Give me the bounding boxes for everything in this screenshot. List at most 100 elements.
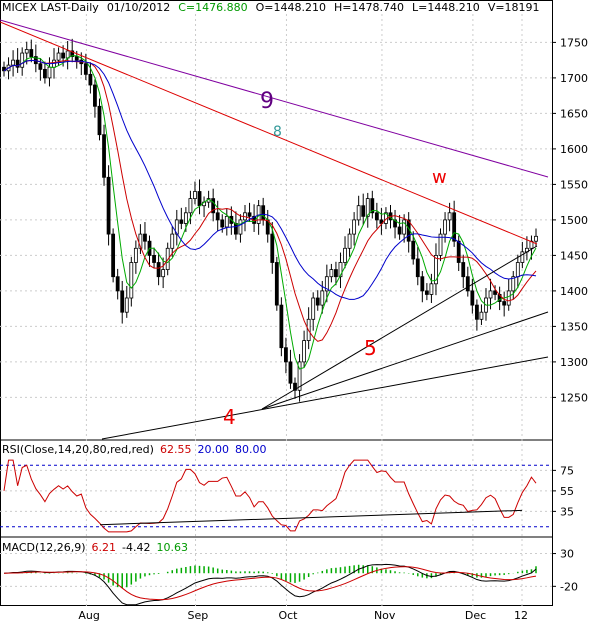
rsi-high-level: 80.00 [234, 443, 267, 456]
price-candle-body [161, 269, 166, 278]
price-candle-body [506, 290, 511, 306]
price-candle-body [88, 73, 93, 86]
price-candle-body [261, 205, 266, 221]
trendline-purple [0, 19, 549, 178]
trendline-fan-1 [261, 311, 549, 410]
price-candle-body [24, 49, 29, 54]
price-candle-body [297, 361, 302, 391]
price-header: MICEX LAST-Daily 01/10/2012 C=1476.880 O=14… [2, 1, 548, 14]
wave-label: 4 [223, 405, 236, 429]
price-candle-body [83, 63, 88, 75]
price-candle-body [511, 276, 516, 292]
price-tick-label: 1300 [560, 356, 588, 369]
x-tick-label: Sep [188, 609, 209, 622]
price-candle-body [465, 276, 470, 292]
price-candle-body [415, 258, 420, 278]
price-candle-body [179, 219, 184, 224]
price-candle-body [534, 235, 538, 242]
price-tick-label: 1400 [560, 285, 588, 298]
price-candle-body [106, 176, 111, 235]
price-candle-body [347, 233, 352, 249]
macd-tick-label: -20 [560, 580, 578, 593]
price-candle-body [102, 134, 106, 178]
price-candle-body [238, 219, 243, 235]
price-candle-body [288, 361, 293, 384]
macd-header: MACD(12,26,9) 6.21 -4.42 10.63 [2, 541, 194, 554]
macd-label: MACD(12,26,9) [2, 541, 86, 554]
price-candle-body [193, 191, 197, 199]
rsi-low-level: 20.00 [197, 443, 229, 456]
macd-signal-value: -4.42 [122, 541, 151, 554]
price-candle-body [474, 304, 479, 320]
ma-mid-line [3, 59, 537, 342]
price-candle-body [29, 49, 34, 57]
price-candle-body [197, 191, 202, 207]
price-candle-body [170, 233, 175, 249]
price-candle-body [424, 290, 429, 295]
price-candle-body [361, 205, 366, 217]
price-candle-body [183, 212, 188, 224]
price-candle-body [97, 105, 102, 136]
plot-frame [0, 0, 553, 606]
price-candle-body [302, 340, 307, 363]
price-candle-body [334, 269, 338, 278]
price-tick-label: 1550 [560, 178, 588, 191]
rsi-line [3, 459, 537, 533]
price-tick-label: 1650 [560, 107, 588, 120]
price-candle-body [156, 262, 161, 278]
price-tick-label: 1600 [560, 143, 588, 156]
price-candle-body [43, 68, 47, 79]
price-candle-body [365, 198, 370, 217]
date-label: 01/10/2012 [106, 1, 171, 14]
price-candle-body [311, 297, 316, 320]
trendline-base [101, 356, 549, 440]
price-candle-body [20, 52, 25, 68]
price-candle-body [247, 212, 252, 217]
low-value: L=1448.210 [411, 1, 480, 14]
price-tick-label: 1450 [560, 249, 588, 262]
price-tick-label: 1350 [560, 320, 588, 333]
high-value: H=1478.740 [333, 1, 404, 14]
rsi-tick-label: 55 [560, 485, 574, 498]
price-candle-body [15, 59, 20, 68]
open-value: O=1448.210 [255, 1, 326, 14]
price-candle-body [38, 63, 43, 70]
x-tick-label: Nov [374, 609, 396, 622]
price-candle-body [188, 198, 193, 214]
close-value: C=1476.880 [178, 1, 248, 14]
price-candle-body [120, 290, 125, 313]
macd-signal-line [3, 566, 537, 601]
rsi-tick-label: 75 [560, 464, 574, 477]
x-tick-label: Dec [465, 609, 486, 622]
rsi-tick-label: 35 [560, 505, 574, 518]
price-candle-body [315, 297, 320, 306]
price-candle-body [434, 254, 438, 285]
price-candle-body [411, 240, 416, 260]
volume-value: V=18191 [487, 1, 540, 14]
price-candle-body [11, 59, 15, 66]
price-candle-body [352, 219, 357, 235]
price-candle-body [443, 219, 447, 235]
price-candle-body [402, 219, 407, 235]
macd-tick-label: 30 [560, 548, 574, 561]
rsi-trendline [99, 509, 523, 526]
price-candle-body [47, 66, 52, 79]
price-candle-body [429, 283, 434, 295]
price-candle-body [111, 233, 116, 278]
price-candle-body [61, 52, 66, 59]
price-candle-body [470, 290, 475, 306]
price-candle-body [393, 219, 397, 228]
macd-value: 6.21 [91, 541, 117, 554]
price-candle-body [447, 212, 452, 221]
rsi-label: RSI(Close,14,20,80,red,red) [2, 443, 154, 456]
price-candle-body [56, 52, 61, 61]
price-candle-body [324, 276, 329, 292]
price-candle-body [343, 247, 347, 263]
price-candle-body [493, 290, 497, 295]
price-candle-body [488, 290, 493, 299]
price-candle-body [370, 198, 375, 214]
wave-label: 8 [273, 124, 282, 140]
rsi-header: RSI(Close,14,20,80,red,red) 62.55 20.00 80.… [2, 443, 272, 456]
ma-slow-line [3, 59, 537, 300]
